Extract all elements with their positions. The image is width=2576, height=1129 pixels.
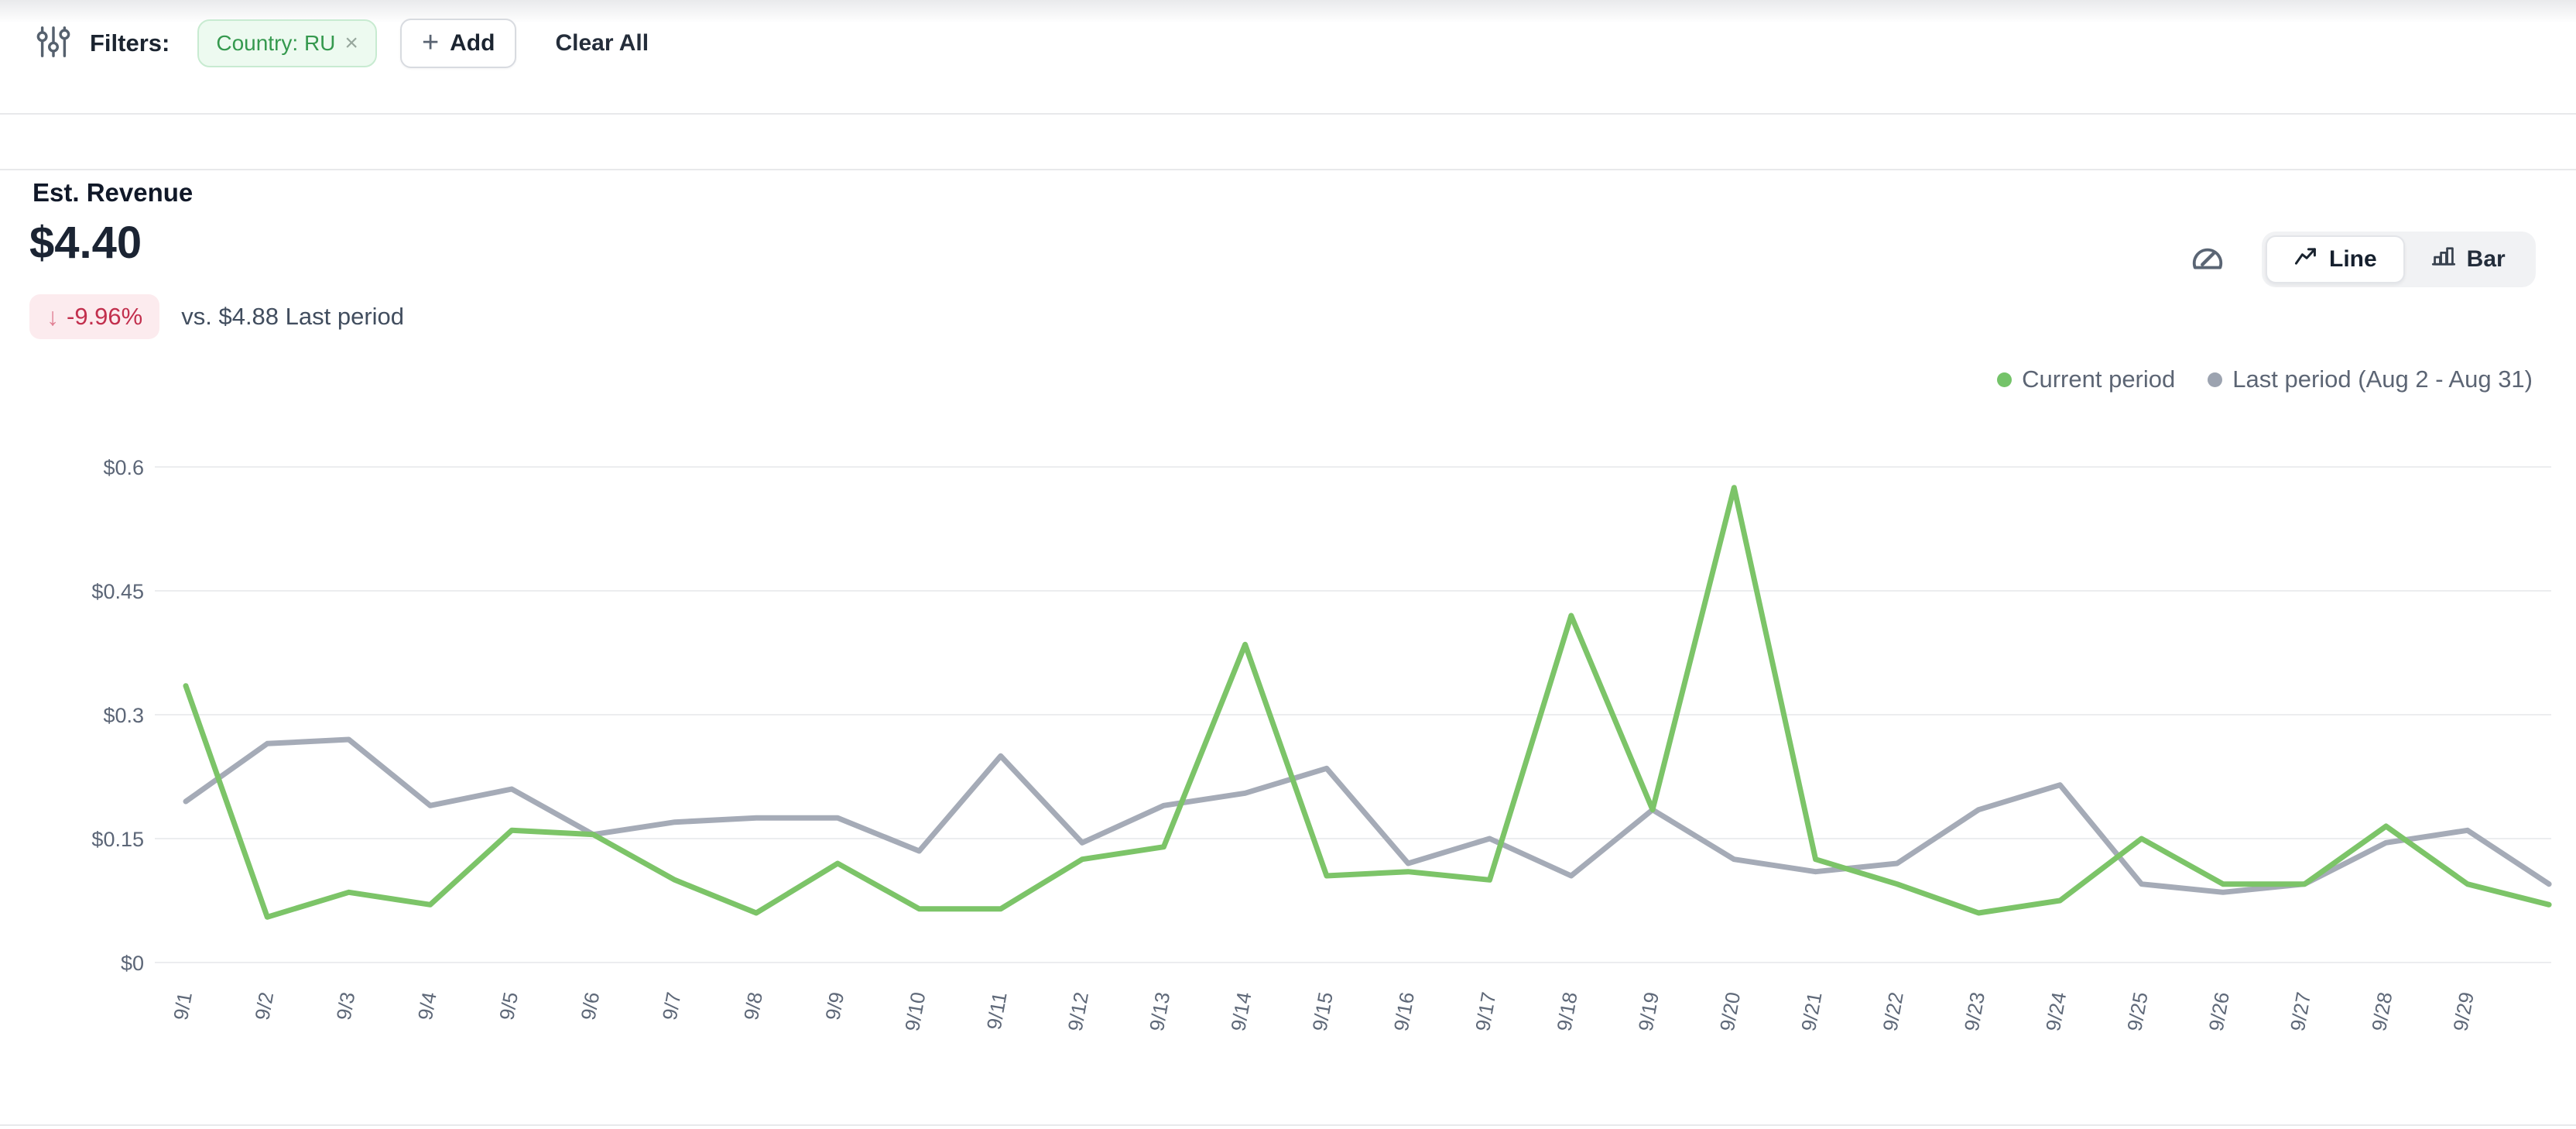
legend-item-last[interactable]: Last period (Aug 2 - Aug 31) xyxy=(2208,365,2533,393)
dot-icon xyxy=(1997,372,2012,387)
x-axis-tick: 9/29 xyxy=(2448,990,2478,1033)
close-icon[interactable]: × xyxy=(344,30,358,56)
x-axis-tick: 9/18 xyxy=(1552,990,1581,1033)
x-axis-tick: 9/5 xyxy=(495,990,522,1022)
filters-label: Filters: xyxy=(90,29,170,57)
x-axis-tick: 9/26 xyxy=(2204,990,2234,1033)
y-axis-tick: $0.3 xyxy=(103,704,144,727)
dot-icon xyxy=(2208,372,2223,387)
plus-icon: + xyxy=(421,26,440,59)
filter-chip-country[interactable]: Country: RU × xyxy=(197,19,377,67)
gauge-icon[interactable] xyxy=(2189,242,2226,279)
x-axis-tick: 9/6 xyxy=(576,990,604,1022)
filter-bar: Filters: Country: RU × + Add Clear All xyxy=(36,0,653,87)
x-axis-tick: 9/17 xyxy=(1471,990,1500,1033)
x-axis-tick: 9/19 xyxy=(1634,990,1663,1033)
add-filter-label: Add xyxy=(450,30,495,56)
change-badge: ↓ -9.96% xyxy=(29,294,160,339)
x-axis-tick: 9/8 xyxy=(739,990,767,1022)
filter-chip-text: Country: RU xyxy=(216,31,336,55)
x-axis-tick: 9/14 xyxy=(1226,990,1255,1033)
line-view-label: Line xyxy=(2329,246,2377,272)
x-axis-tick: 9/25 xyxy=(2122,990,2152,1033)
metric-change-row: ↓ -9.96% vs. $4.88 Last period xyxy=(29,294,404,339)
x-axis-tick: 9/24 xyxy=(2041,990,2071,1033)
down-arrow-icon: ↓ xyxy=(46,303,59,331)
x-axis-tick: 9/13 xyxy=(1145,990,1174,1033)
last-period-line[interactable] xyxy=(183,736,2552,895)
bar-view-label: Bar xyxy=(2466,246,2506,272)
metric-value: $4.40 xyxy=(29,218,142,268)
x-axis-tick: 9/21 xyxy=(1797,990,1826,1033)
x-axis-tick: 9/20 xyxy=(1715,990,1745,1033)
chart-type-toggle: Line Bar xyxy=(2262,232,2536,287)
clear-all-button[interactable]: Clear All xyxy=(550,29,653,57)
bar-chart-icon xyxy=(2431,245,2456,274)
x-axis-tick: 9/23 xyxy=(1960,990,1989,1033)
trend-line-icon xyxy=(2293,245,2318,274)
x-axis-tick: 9/10 xyxy=(900,990,930,1033)
comparison-text: vs. $4.88 Last period xyxy=(181,303,405,330)
current-period-line[interactable] xyxy=(183,485,2552,920)
chart-legend: Current period Last period (Aug 2 - Aug … xyxy=(1997,365,2533,393)
tab-bar-view[interactable]: Bar xyxy=(2405,235,2532,283)
y-axis-tick: $0 xyxy=(121,952,144,975)
x-axis-tick: 9/4 xyxy=(413,990,441,1022)
legend-item-current[interactable]: Current period xyxy=(1997,365,2175,393)
change-value: -9.96% xyxy=(67,303,143,330)
y-axis-tick: $0.15 xyxy=(91,828,144,851)
x-axis-tick: 9/28 xyxy=(2367,990,2396,1033)
x-axis-tick: 9/7 xyxy=(658,990,686,1022)
y-axis-tick: $0.6 xyxy=(103,456,144,479)
sliders-icon xyxy=(36,24,71,63)
y-axis-tick: $0.45 xyxy=(91,580,144,603)
add-filter-button[interactable]: + Add xyxy=(399,19,517,68)
x-axis-tick: 9/9 xyxy=(820,990,848,1022)
legend-label-last: Last period (Aug 2 - Aug 31) xyxy=(2232,365,2533,393)
x-axis-tick: 9/3 xyxy=(332,990,360,1022)
tab-line-view[interactable]: Line xyxy=(2266,235,2405,283)
revenue-chart-svg[interactable]: $0.6 $0.45 $0.3 $0.15 $0 9/1 9/2 9/3 9/4 9/5 9/6 9/… xyxy=(0,418,2576,1129)
section-divider xyxy=(0,169,2576,170)
metric-title: Est. Revenue xyxy=(33,178,194,207)
x-axis-tick: 9/27 xyxy=(2286,990,2315,1033)
x-axis-tick: 9/22 xyxy=(1878,990,1907,1033)
filter-bar-divider xyxy=(0,113,2576,115)
legend-label-current: Current period xyxy=(2022,365,2176,393)
x-axis-tick: 9/12 xyxy=(1064,990,1093,1033)
x-axis-tick: 9/15 xyxy=(1307,990,1337,1033)
bottom-divider xyxy=(0,1124,2576,1126)
x-axis-tick: 9/11 xyxy=(982,990,1012,1031)
x-axis-tick: 9/2 xyxy=(250,990,278,1022)
x-axis-tick: 9/16 xyxy=(1389,990,1419,1033)
x-axis-tick: 9/1 xyxy=(169,990,197,1022)
